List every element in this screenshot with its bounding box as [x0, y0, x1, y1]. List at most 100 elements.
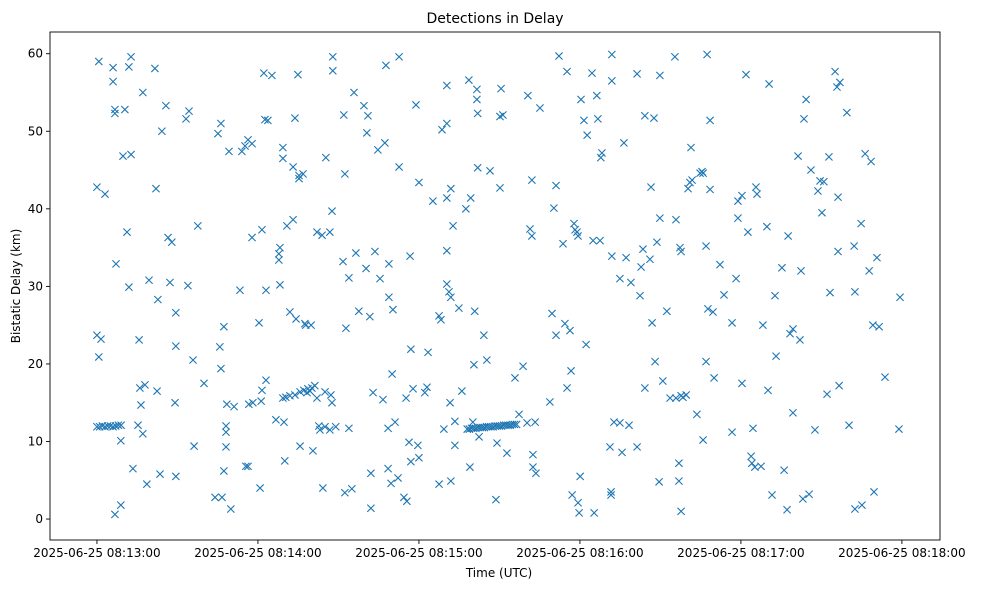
- data-point: [768, 491, 777, 500]
- x-tick-label: 2025-06-25 08:14:00: [194, 546, 321, 560]
- data-point: [171, 472, 180, 481]
- data-point: [140, 380, 149, 389]
- data-point: [662, 307, 671, 316]
- data-point: [875, 322, 884, 331]
- data-point: [296, 442, 305, 451]
- data-point: [312, 394, 321, 403]
- data-point: [362, 264, 371, 273]
- data-point: [633, 69, 642, 78]
- y-tick-label: 30: [28, 279, 43, 293]
- data-point: [670, 52, 679, 61]
- data-point: [278, 154, 287, 163]
- data-point: [788, 408, 797, 417]
- data-point: [340, 169, 349, 178]
- data-point: [831, 67, 840, 76]
- data-point: [366, 469, 375, 478]
- data-point: [850, 504, 859, 513]
- data-point: [753, 190, 761, 199]
- data-point: [193, 221, 202, 230]
- data-point: [328, 52, 337, 61]
- data-point: [454, 304, 463, 313]
- data-point: [593, 114, 602, 123]
- data-point: [263, 116, 272, 125]
- data-point: [328, 66, 337, 75]
- data-point: [136, 401, 145, 410]
- data-point: [127, 150, 136, 159]
- data-point: [325, 228, 334, 237]
- data-point: [765, 79, 774, 88]
- data-point: [278, 394, 287, 403]
- data-point: [881, 373, 889, 382]
- x-tick-label: 2025-06-25 08:15:00: [355, 546, 482, 560]
- data-point: [703, 304, 712, 313]
- y-axis: 0 10 20 30 40 50 60: [28, 47, 50, 526]
- data-point: [222, 428, 231, 437]
- data-point: [190, 442, 199, 451]
- data-point: [806, 166, 815, 175]
- data-point: [118, 152, 127, 161]
- data-point: [321, 387, 330, 396]
- data-point: [625, 421, 634, 430]
- data-point: [758, 321, 767, 330]
- data-point: [446, 477, 455, 486]
- data-point: [470, 307, 479, 316]
- data-point: [248, 139, 257, 148]
- data-point: [435, 311, 444, 320]
- y-tick-label: 50: [28, 124, 43, 138]
- data-point: [182, 114, 191, 123]
- data-point: [645, 255, 654, 264]
- data-point: [248, 398, 257, 407]
- data-point: [762, 222, 771, 231]
- y-tick-label: 20: [28, 357, 43, 371]
- data-point: [248, 233, 257, 242]
- data-point: [786, 329, 795, 338]
- data-point: [378, 395, 387, 404]
- data-point: [331, 422, 340, 431]
- data-point: [222, 422, 231, 430]
- data-point: [531, 418, 540, 427]
- data-point: [282, 221, 291, 230]
- data-point: [134, 421, 142, 430]
- data-point: [151, 184, 160, 193]
- data-point: [794, 152, 803, 161]
- data-point: [409, 384, 418, 393]
- data-point: [688, 176, 697, 185]
- data-point: [92, 183, 101, 192]
- data-point: [706, 116, 715, 125]
- data-point: [362, 128, 371, 137]
- data-point: [347, 484, 356, 493]
- data-point: [692, 410, 701, 419]
- data-point: [376, 274, 385, 283]
- data-point: [442, 246, 451, 255]
- data-point: [528, 450, 537, 459]
- data-point: [290, 114, 299, 123]
- data-point: [127, 52, 136, 61]
- data-point: [574, 498, 583, 507]
- data-point: [655, 477, 664, 486]
- data-point: [384, 259, 393, 268]
- data-point: [552, 331, 561, 340]
- data-point: [442, 193, 451, 202]
- data-point: [200, 379, 209, 388]
- x-tick-label: 2025-06-25 08:18:00: [838, 546, 965, 560]
- data-point: [495, 183, 504, 192]
- data-point: [549, 204, 558, 213]
- data-point: [167, 238, 176, 247]
- data-point: [523, 418, 532, 427]
- data-point: [439, 425, 448, 434]
- data-point: [531, 469, 540, 478]
- data-point: [120, 105, 129, 114]
- data-point: [422, 383, 431, 392]
- data-point: [446, 184, 455, 193]
- data-point: [406, 457, 415, 466]
- data-point: [527, 176, 536, 185]
- data-point: [720, 290, 728, 299]
- data-point: [605, 442, 614, 451]
- y-axis-label: Bistatic Delay (km): [9, 229, 23, 344]
- data-point: [671, 215, 680, 224]
- data-point: [737, 379, 746, 388]
- data-point: [290, 390, 299, 399]
- data-point: [607, 252, 616, 261]
- data-point: [112, 259, 120, 268]
